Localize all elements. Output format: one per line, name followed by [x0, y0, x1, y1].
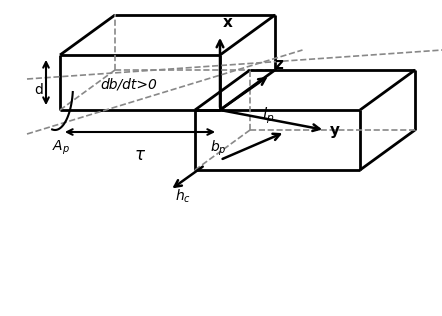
Text: $b_p$: $b_p$ — [210, 138, 227, 158]
Text: db/dt>0: db/dt>0 — [100, 78, 157, 92]
Text: x: x — [223, 15, 233, 30]
Text: d: d — [34, 83, 43, 98]
Text: z: z — [274, 57, 283, 72]
Text: $l_p$: $l_p$ — [262, 105, 274, 125]
Text: y: y — [330, 123, 340, 137]
Text: $h_c$: $h_c$ — [175, 188, 191, 205]
Text: $A_p$: $A_p$ — [52, 139, 70, 157]
Text: $\tau$: $\tau$ — [134, 146, 146, 164]
